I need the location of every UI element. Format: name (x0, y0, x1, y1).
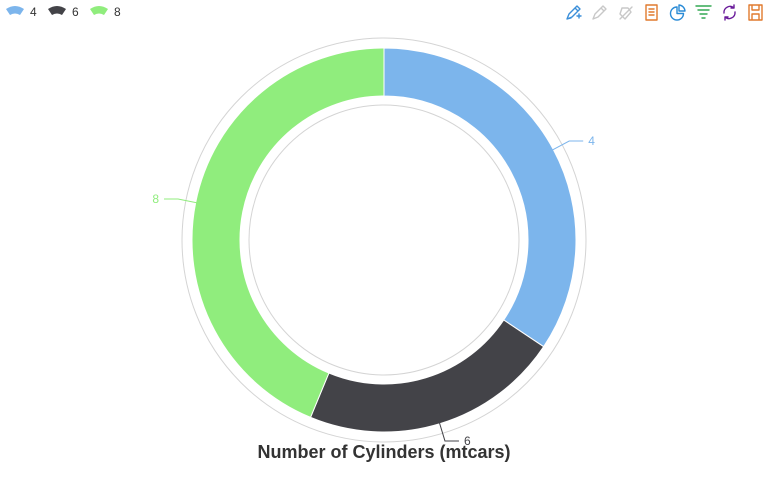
slices (191, 47, 577, 433)
pie-chart-icon[interactable] (669, 4, 686, 21)
legend-swatch-icon (6, 6, 24, 15)
slice-labels: 4 6 8 (152, 134, 595, 448)
legend-item-8[interactable]: 8 (90, 5, 121, 19)
slice-label-8: 8 (152, 192, 159, 206)
slice-label-6: 6 (464, 434, 471, 448)
inner-ring (248, 104, 520, 376)
save-image-icon[interactable] (748, 4, 763, 21)
outer-ring (181, 37, 587, 443)
mark-clear-icon (619, 6, 633, 20)
slice-label-4: 4 (588, 134, 595, 148)
slice-8[interactable] (191, 47, 385, 419)
legend-label: 4 (30, 5, 37, 19)
mark-undo-icon (592, 5, 607, 20)
legend-item-6[interactable]: 6 (48, 5, 79, 19)
legend-swatch-icon (90, 6, 108, 15)
funnel-chart-icon[interactable] (695, 5, 712, 19)
decorative-rings (181, 37, 587, 443)
leader-line-4 (547, 140, 584, 153)
chart-title: Number of Cylinders (mtcars) (257, 442, 510, 462)
legend: 4 6 8 (6, 5, 121, 19)
leader-line-6 (437, 417, 459, 442)
legend-item-4[interactable]: 4 (6, 5, 37, 19)
toolbox (566, 4, 763, 21)
mark-tool-icon[interactable] (566, 5, 582, 20)
slice-4[interactable] (383, 47, 577, 348)
leader-line-8 (164, 198, 202, 205)
legend-swatch-icon (48, 6, 66, 15)
legend-label: 8 (114, 5, 121, 19)
legend-label: 6 (72, 5, 79, 19)
restore-icon[interactable] (723, 4, 736, 21)
data-view-icon[interactable] (645, 4, 658, 21)
slice-6[interactable] (309, 319, 545, 433)
